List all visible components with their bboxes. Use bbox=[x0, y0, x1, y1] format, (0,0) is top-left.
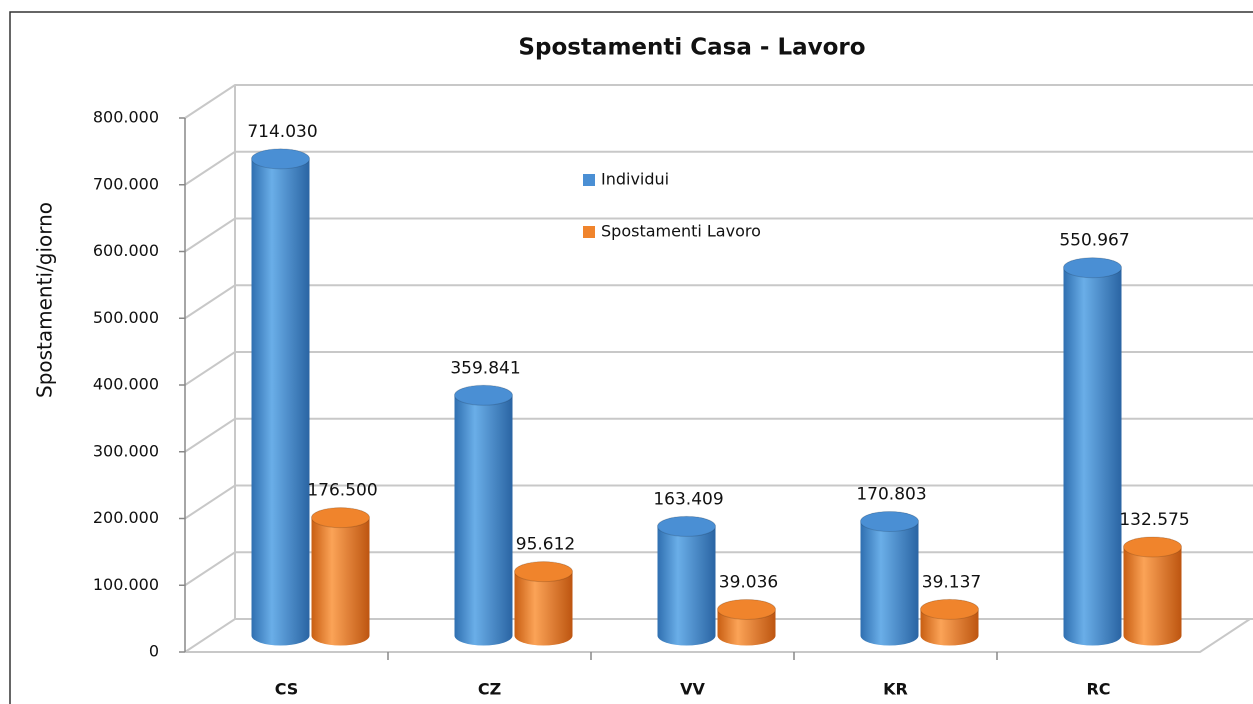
y-tick-label: 100.000 bbox=[93, 575, 159, 594]
x-tick-label: RC bbox=[1086, 680, 1110, 699]
y-tick-label: 300.000 bbox=[93, 441, 159, 460]
grid-line bbox=[184, 417, 1253, 453]
cylinder-top bbox=[920, 598, 979, 620]
legend-swatch bbox=[583, 174, 595, 186]
value-label: 359.841 bbox=[450, 358, 520, 378]
cylinder-top bbox=[1063, 257, 1122, 279]
grid-line bbox=[184, 150, 1253, 186]
x-tick-label: CZ bbox=[478, 680, 501, 699]
value-label: 39.036 bbox=[719, 572, 778, 592]
cylinder-top bbox=[514, 561, 573, 583]
cylinder-top bbox=[251, 148, 310, 170]
cylinder bbox=[514, 561, 573, 646]
legend: Individui Spostamenti Lavoro bbox=[583, 170, 761, 241]
value-label: 132.575 bbox=[1119, 510, 1189, 530]
grid-line bbox=[184, 84, 1253, 119]
cylinder bbox=[1123, 537, 1182, 646]
x-tick-label: CS bbox=[275, 680, 299, 699]
legend-swatch bbox=[583, 226, 595, 238]
value-label: 170.803 bbox=[856, 484, 926, 504]
y-axis-label: Spostamenti/giorno bbox=[33, 202, 57, 398]
legend-label: Spostamenti Lavoro bbox=[601, 222, 761, 241]
value-label: 714.030 bbox=[247, 122, 317, 142]
x-tick-label: KR bbox=[883, 680, 908, 699]
legend-label: Individui bbox=[601, 170, 669, 189]
grid-line bbox=[184, 351, 1253, 386]
cylinder-top bbox=[1123, 536, 1182, 558]
cylinder bbox=[860, 511, 919, 646]
cylinder bbox=[1063, 257, 1122, 646]
grid-line bbox=[184, 217, 1253, 253]
cylinder-top bbox=[454, 384, 513, 406]
cylinder bbox=[657, 516, 716, 646]
chart-frame bbox=[9, 11, 1253, 704]
y-tick-label: 800.000 bbox=[93, 108, 159, 127]
cylinder bbox=[251, 148, 310, 646]
value-label: 176.500 bbox=[307, 481, 377, 501]
cylinder-top bbox=[311, 507, 370, 529]
cylinder-top bbox=[860, 510, 919, 532]
cylinder-top bbox=[657, 515, 716, 537]
y-tick-label: 0 bbox=[149, 642, 159, 661]
y-tick-label: 200.000 bbox=[93, 508, 159, 527]
y-tick-label: 700.000 bbox=[93, 174, 159, 193]
cylinder-top bbox=[717, 598, 776, 620]
floor-edge bbox=[185, 618, 1251, 653]
cylinder bbox=[311, 507, 370, 646]
cylinder bbox=[454, 385, 513, 646]
y-tick-label: 400.000 bbox=[93, 375, 159, 394]
value-label: 39.137 bbox=[922, 572, 981, 592]
grid-line bbox=[184, 284, 1253, 320]
value-label: 550.967 bbox=[1059, 231, 1129, 251]
grid-line bbox=[184, 484, 1253, 520]
y-tick-label: 500.000 bbox=[93, 308, 159, 327]
value-label: 95.612 bbox=[516, 535, 575, 555]
chart-title: Spostamenti Casa - Lavoro bbox=[518, 35, 865, 61]
value-label: 163.409 bbox=[653, 489, 723, 509]
x-tick-label: VV bbox=[680, 680, 705, 699]
y-tick-label: 600.000 bbox=[93, 241, 159, 260]
